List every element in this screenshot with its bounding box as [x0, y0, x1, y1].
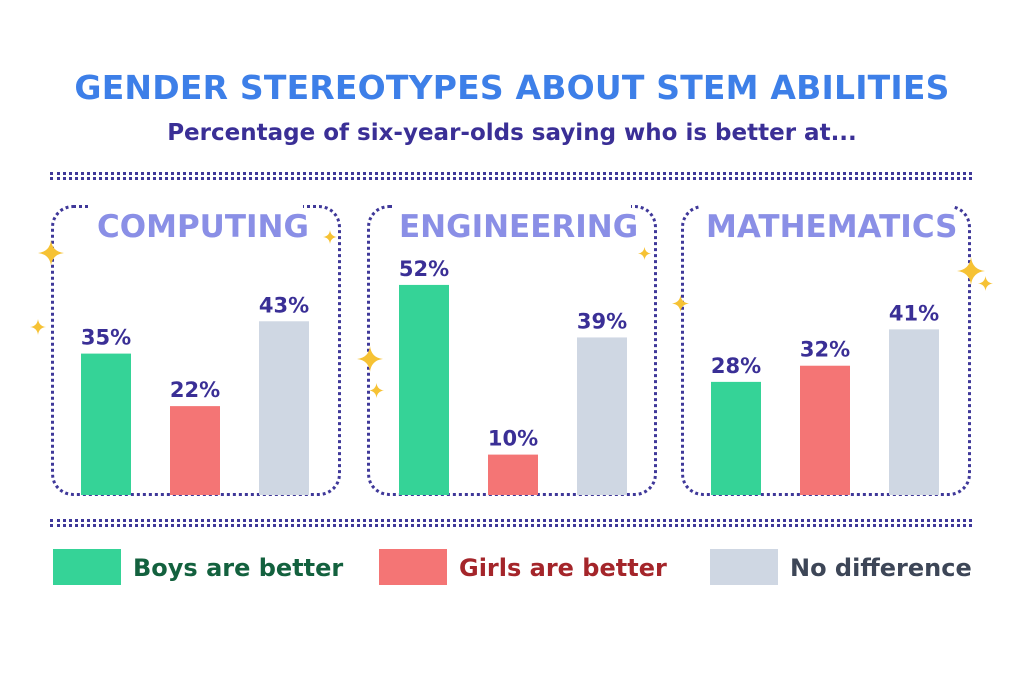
- sparkle-icon: [957, 257, 985, 285]
- legend-label-boys: Boys are better: [133, 554, 344, 582]
- sparkle-icon: [357, 346, 383, 372]
- panel-title-computing: COMPUTING: [91, 205, 309, 249]
- sparkle-icon: [638, 247, 651, 260]
- chart-title: GENDER STEREOTYPES ABOUT STEM ABILITIES: [74, 68, 950, 107]
- data-label-mathematics-boys: 28%: [711, 354, 761, 378]
- bottom-divider: [50, 519, 972, 527]
- bar-computing-boys: [81, 353, 131, 495]
- panel-title-engineering: ENGINEERING: [393, 205, 638, 249]
- chart-subtitle: Percentage of six-year-olds saying who i…: [167, 120, 857, 146]
- sparkle-icon: [38, 240, 64, 266]
- legend-swatch-girls: [379, 549, 447, 585]
- bar-engineering-boys: [399, 284, 449, 495]
- legend-label-girls: Girls are better: [459, 554, 667, 582]
- sparkle-icon: [323, 230, 337, 244]
- sparkle-icon: [30, 319, 46, 335]
- bar-mathematics-none: [889, 329, 939, 495]
- data-label-computing-girls: 22%: [170, 378, 220, 402]
- data-label-engineering-none: 39%: [577, 309, 627, 333]
- data-label-mathematics-girls: 32%: [800, 338, 850, 362]
- bar-mathematics-boys: [711, 381, 761, 495]
- data-label-computing-none: 43%: [259, 293, 309, 317]
- bar-computing-none: [259, 321, 309, 495]
- sparkle-icon: [978, 276, 993, 291]
- bar-mathematics-girls: [800, 365, 850, 495]
- data-label-engineering-boys: 52%: [399, 257, 449, 281]
- legend-swatch-none: [710, 549, 778, 585]
- bar-engineering-none: [577, 337, 627, 495]
- data-label-mathematics-none: 41%: [889, 301, 939, 325]
- panel-title-mathematics: MATHEMATICS: [700, 205, 957, 249]
- top-divider: [50, 172, 972, 180]
- data-label-engineering-girls: 10%: [488, 427, 538, 451]
- data-label-computing-boys: 35%: [81, 326, 131, 350]
- bar-computing-girls: [170, 406, 220, 495]
- bar-engineering-girls: [488, 454, 538, 495]
- sparkle-icon: [672, 295, 689, 312]
- legend-label-none: No difference: [790, 554, 972, 582]
- legend-swatch-boys: [53, 549, 121, 585]
- sparkle-icon: [369, 383, 384, 398]
